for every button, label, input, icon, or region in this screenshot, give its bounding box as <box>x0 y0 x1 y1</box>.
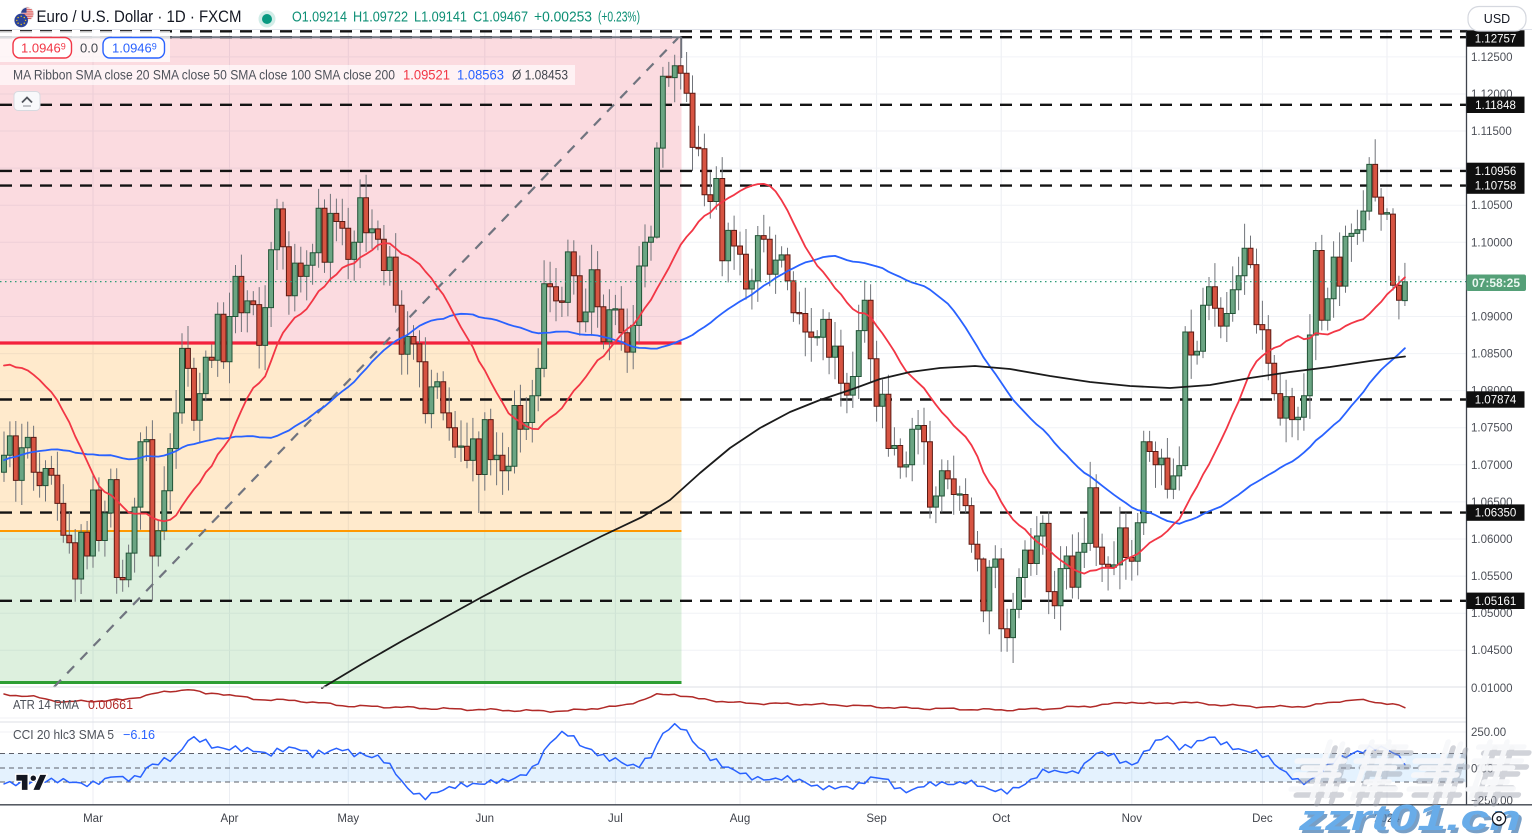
svg-text:Dec: Dec <box>1252 813 1273 825</box>
svg-text:1.11500: 1.11500 <box>1471 126 1512 138</box>
svg-text:Mar: Mar <box>83 813 103 825</box>
svg-text:1.10500: 1.10500 <box>1471 200 1513 212</box>
svg-text:1.05161: 1.05161 <box>1475 596 1517 608</box>
svg-text:2024: 2024 <box>1374 813 1400 825</box>
svg-text:Sep: Sep <box>866 813 886 825</box>
svg-text:MA Ribbon SMA close 20 SMA clo: MA Ribbon SMA close 20 SMA close 50 SMA … <box>13 68 395 83</box>
svg-text:Oct: Oct <box>992 813 1011 825</box>
svg-text:1.05500: 1.05500 <box>1471 571 1513 583</box>
svg-text:1.12757: 1.12757 <box>1475 34 1517 46</box>
svg-text:(+0.23%): (+0.23%) <box>598 10 640 26</box>
svg-text:C1.09467: C1.09467 <box>473 10 528 26</box>
svg-text:−250.00: −250.00 <box>1471 796 1513 808</box>
svg-text:1.10000: 1.10000 <box>1471 237 1513 249</box>
svg-text:Jun: Jun <box>476 813 495 825</box>
svg-text:+0.00253: +0.00253 <box>534 10 592 26</box>
svg-text:1.09521: 1.09521 <box>403 68 450 83</box>
svg-text:1.08563: 1.08563 <box>457 68 504 83</box>
svg-text:1.08500: 1.08500 <box>1471 349 1513 361</box>
svg-text:1.07000: 1.07000 <box>1471 460 1513 472</box>
svg-text:07:58:25: 07:58:25 <box>1472 276 1520 290</box>
svg-text:H1.09722: H1.09722 <box>353 10 408 26</box>
svg-text:Aug: Aug <box>730 813 750 825</box>
svg-text:1.07874: 1.07874 <box>1475 395 1517 407</box>
svg-text:1.12500: 1.12500 <box>1471 52 1513 64</box>
svg-text:1.09000: 1.09000 <box>1471 312 1513 324</box>
svg-text:zzrt01.cn: zzrt01.cn <box>1301 800 1524 835</box>
svg-text:1.07500: 1.07500 <box>1471 423 1513 435</box>
svg-text:1.10758: 1.10758 <box>1475 181 1517 193</box>
svg-text:Ø 1.08453: Ø 1.08453 <box>512 68 568 83</box>
svg-text:1.04500: 1.04500 <box>1471 645 1513 657</box>
svg-text:Euro / U.S. Dollar · 1D · FXCM: Euro / U.S. Dollar · 1D · FXCM <box>37 8 242 26</box>
svg-text:O1.09214: O1.09214 <box>292 10 347 26</box>
svg-text:−6.16: −6.16 <box>123 727 155 742</box>
svg-text:1.06000: 1.06000 <box>1471 534 1513 546</box>
svg-text:1.09469: 1.09469 <box>112 41 157 56</box>
svg-text:1.10956: 1.10956 <box>1475 166 1517 178</box>
svg-text:250.00: 250.00 <box>1471 727 1506 739</box>
svg-text:1.09469: 1.09469 <box>21 41 66 56</box>
svg-text:0.0: 0.0 <box>80 41 98 56</box>
svg-text:0.01000: 0.01000 <box>1471 683 1513 695</box>
svg-text:USD: USD <box>1484 12 1510 26</box>
svg-text:Apr: Apr <box>221 813 239 825</box>
svg-text:1.06350: 1.06350 <box>1475 508 1517 520</box>
svg-text:Nov: Nov <box>1122 813 1143 825</box>
svg-text:L1.09141: L1.09141 <box>414 10 467 26</box>
svg-text:May: May <box>337 813 359 825</box>
svg-text:0.00661: 0.00661 <box>88 697 133 712</box>
svg-text:zzrt01.cn: zzrt01.cn <box>1298 797 1521 835</box>
svg-text:CCI 20 hlc3 SMA 5: CCI 20 hlc3 SMA 5 <box>13 727 114 742</box>
svg-text:ATR 14 RMA: ATR 14 RMA <box>13 697 79 712</box>
svg-text:1.05000: 1.05000 <box>1471 608 1513 620</box>
svg-text:1.11848: 1.11848 <box>1475 100 1516 112</box>
svg-text:Jul: Jul <box>608 813 623 825</box>
